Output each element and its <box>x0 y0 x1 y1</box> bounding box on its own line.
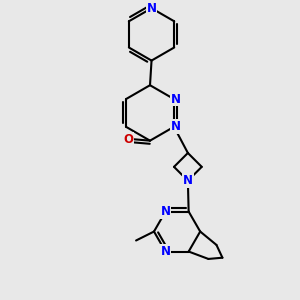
Text: N: N <box>160 245 170 258</box>
Text: N: N <box>170 93 181 106</box>
Text: O: O <box>123 133 134 146</box>
Text: N: N <box>160 205 170 218</box>
Text: N: N <box>146 2 157 15</box>
Text: N: N <box>170 120 181 133</box>
Text: N: N <box>183 174 193 187</box>
